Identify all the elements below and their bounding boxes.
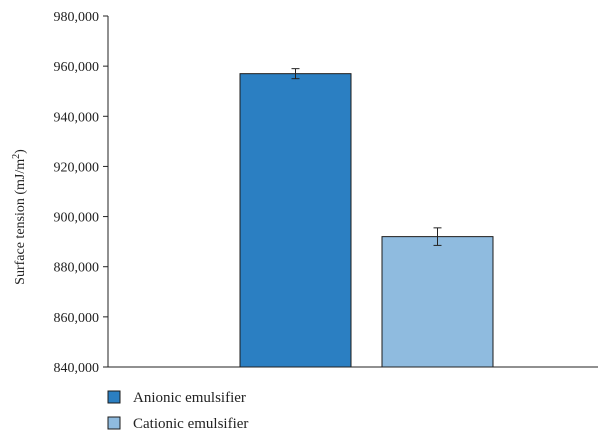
legend-swatch [107, 416, 121, 430]
legend-label: Cationic emulsifier [133, 416, 248, 432]
svg-text:Surface tension (mJ/m2): Surface tension (mJ/m2) [11, 149, 29, 285]
y-axis-title-text: Surface tension (mJ/m [13, 159, 28, 285]
legend: Anionic emulsifier Cationic emulsifier [107, 390, 248, 432]
bar-cationic [381, 236, 494, 368]
y-tick-label: 980,000 [54, 10, 100, 25]
error-bars [291, 68, 442, 246]
legend-swatch [107, 390, 121, 404]
y-tick-label: 940,000 [54, 110, 100, 125]
bars [239, 73, 494, 368]
y-tick-label: 960,000 [54, 60, 100, 75]
y-axis-title-superscript: 2 [11, 154, 22, 159]
y-axis-title-suffix: ) [13, 149, 28, 154]
y-tick-label: 860,000 [54, 311, 100, 326]
y-axis-title: Surface tension (mJ/m2) [11, 149, 29, 285]
y-tick-label: 920,000 [54, 160, 100, 175]
y-tick-label: 900,000 [54, 211, 100, 226]
legend-label: Anionic emulsifier [133, 390, 246, 406]
y-tick-label: 840,000 [54, 361, 100, 376]
y-axis-ticks: 840,000 860,000 880,000 900,000 920,000 940,0… [54, 10, 108, 376]
y-tick-label: 880,000 [54, 261, 100, 276]
bar-anionic [239, 73, 352, 368]
